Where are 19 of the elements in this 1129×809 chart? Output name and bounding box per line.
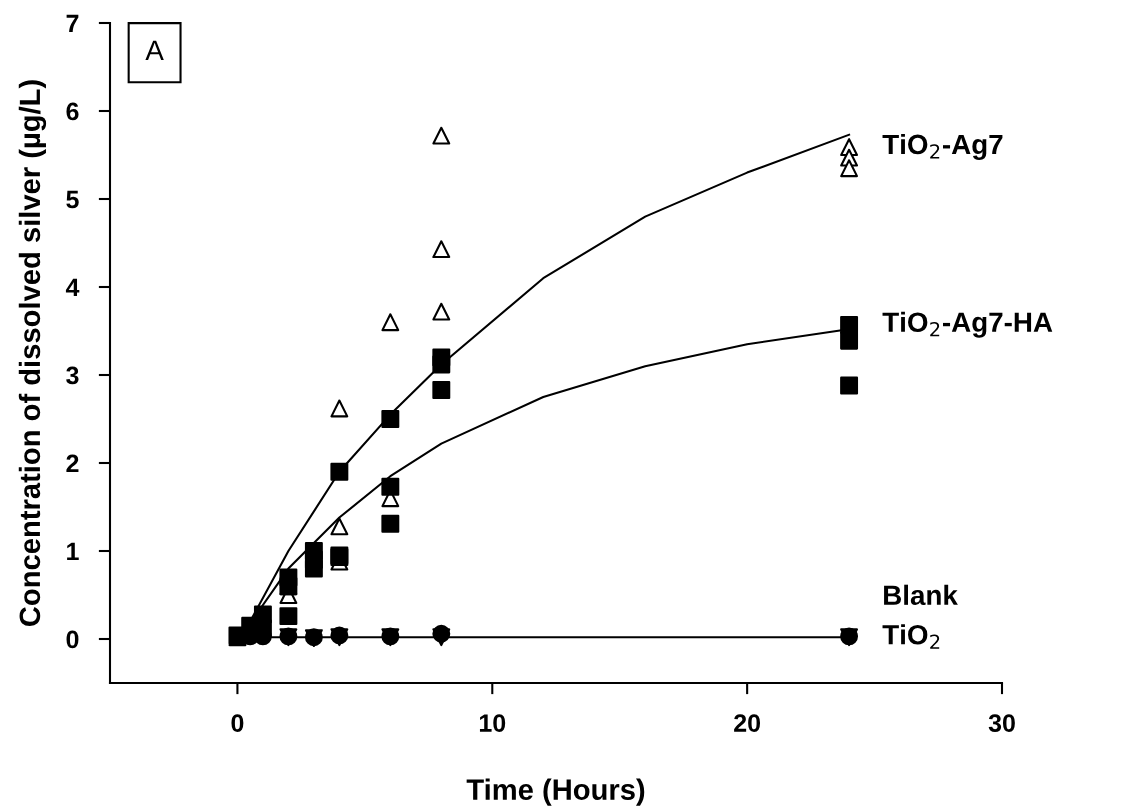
series-label: TiO$_{2}$-Ag7-HA: [882, 311, 1053, 338]
x-tick-label: 30: [988, 714, 1015, 732]
y-tick-label: 3: [66, 366, 79, 385]
series-label: TiO$_{2}$: [882, 624, 940, 649]
y-tick-label: 5: [66, 190, 79, 209]
x-tick-label: 20: [734, 714, 761, 732]
annotation: A: [145, 40, 164, 60]
y-tick-label: 6: [66, 102, 79, 121]
y-tick-label: 1: [67, 542, 79, 561]
x-axis-title: Time (Hours): [466, 778, 645, 806]
x-tick-label: 0: [231, 714, 244, 732]
y-tick-label: 0: [66, 630, 79, 649]
series-label: Blank: [884, 584, 958, 606]
x-tick-label: 10: [479, 714, 506, 732]
series-label: TiO$_{2}$-Ag7: [882, 133, 1003, 160]
y-tick-label: 2: [66, 454, 79, 473]
y-tick-label: 7: [66, 14, 79, 33]
y-tick-label: 4: [65, 278, 80, 297]
y-axis-title: Concentration of dissolved silver (µg/L): [18, 80, 47, 626]
